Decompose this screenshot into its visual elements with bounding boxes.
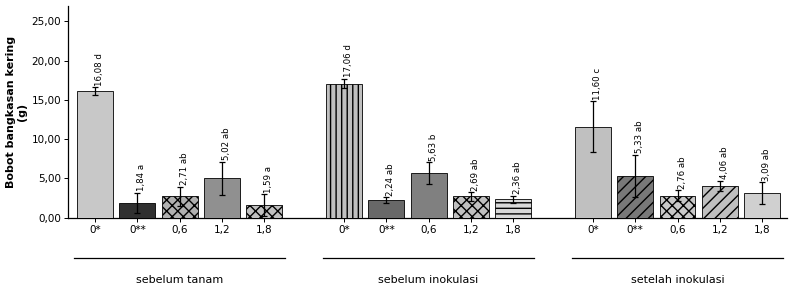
Bar xyxy=(575,127,611,218)
Bar xyxy=(495,199,531,218)
Bar xyxy=(77,91,113,218)
Bar xyxy=(247,205,282,218)
Text: 2,36 ab: 2,36 ab xyxy=(513,161,522,194)
Y-axis label: Bobot bangkasan kering
(g): Bobot bangkasan kering (g) xyxy=(6,36,27,188)
Text: 16,08 d: 16,08 d xyxy=(95,53,104,86)
Bar xyxy=(453,197,488,218)
Text: 17,06 d: 17,06 d xyxy=(344,44,353,77)
Bar xyxy=(411,173,446,218)
Bar xyxy=(162,196,197,218)
Text: 11,60 c: 11,60 c xyxy=(593,68,602,100)
Text: 5,63 b: 5,63 b xyxy=(429,133,438,161)
Text: 1,59 a: 1,59 a xyxy=(264,165,274,193)
Text: 2,24 ab: 2,24 ab xyxy=(386,163,396,196)
Text: sebelum tanam: sebelum tanam xyxy=(136,275,224,285)
Bar xyxy=(744,193,780,218)
Bar xyxy=(326,84,362,218)
Text: 2,71 ab: 2,71 ab xyxy=(180,153,189,185)
Text: 2,76 ab: 2,76 ab xyxy=(677,156,687,189)
Text: 2,69 ab: 2,69 ab xyxy=(471,158,480,191)
Bar xyxy=(702,186,737,218)
Text: 3,09 ab: 3,09 ab xyxy=(762,148,771,181)
Text: 1,84 a: 1,84 a xyxy=(137,164,147,191)
Bar xyxy=(204,178,240,218)
Bar xyxy=(660,196,695,218)
Text: setelah inokulasi: setelah inokulasi xyxy=(630,275,724,285)
Text: 4,06 ab: 4,06 ab xyxy=(720,146,729,179)
Bar xyxy=(617,176,653,218)
Text: sebelum inokulasi: sebelum inokulasi xyxy=(378,275,479,285)
Bar xyxy=(369,200,404,218)
Text: 5,33 ab: 5,33 ab xyxy=(635,120,644,153)
Bar xyxy=(120,203,155,218)
Text: 5,02 ab: 5,02 ab xyxy=(222,127,231,160)
